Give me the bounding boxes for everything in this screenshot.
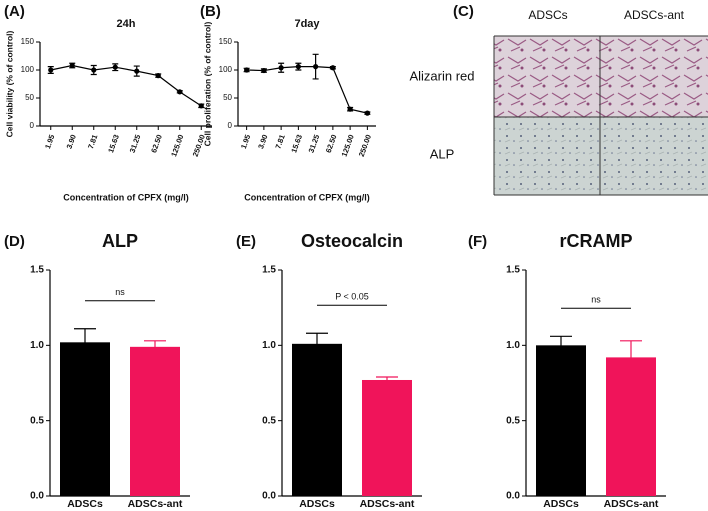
x-tick-label: 62.50 [324, 133, 339, 154]
x-tick-label: 1.95 [43, 133, 56, 150]
annotation: ns [115, 287, 125, 297]
x-tick-label: ADSCs-ant [360, 498, 415, 510]
x-axis-label: Concentration of CPFX (mg/l) [63, 192, 189, 202]
bar [362, 379, 412, 496]
point [347, 106, 353, 112]
y-axis-label: Cell proliferation (% of control) [202, 22, 212, 147]
x-tick-label: 31.25 [306, 133, 321, 154]
panel-label: (D) [4, 233, 25, 250]
x-tick-label: 15.63 [289, 133, 304, 154]
panel-label: (E) [236, 233, 256, 250]
x-tick-label: ADSCs [543, 498, 579, 510]
x-tick-label: ADSCs-ant [128, 498, 183, 510]
micrograph [494, 36, 600, 117]
annotation: ns [591, 295, 601, 305]
y-tick-label: 50 [25, 93, 34, 102]
point [91, 67, 97, 73]
bar [60, 342, 110, 496]
line [50, 64, 202, 107]
x-tick-label: 62.50 [149, 133, 164, 154]
point [313, 64, 319, 70]
error-bar [620, 340, 642, 375]
point [198, 103, 204, 109]
y-tick-label: 150 [219, 37, 233, 46]
line [246, 66, 368, 114]
panel-label: (F) [468, 233, 487, 250]
y-tick-label: 100 [21, 65, 35, 74]
x-tick-label: 15.63 [106, 133, 121, 154]
x-tick-label: 1.95 [239, 133, 252, 150]
x-tick-label: 7.81 [273, 133, 286, 150]
point [134, 68, 140, 74]
micrograph [600, 117, 708, 195]
x-tick-label: 125.00 [169, 133, 185, 158]
point [244, 67, 250, 73]
bar [292, 343, 342, 496]
y-tick-label: 0.0 [262, 491, 276, 502]
y-tick-label: 1.5 [506, 265, 520, 276]
bar [606, 357, 656, 496]
chart-title: rCRAMP [559, 231, 632, 251]
chart-title: Osteocalcin [301, 231, 403, 251]
point [364, 110, 370, 116]
point [295, 64, 301, 70]
y-tick-label: 0 [30, 121, 35, 130]
chart-title: 7day [294, 18, 320, 30]
error-bar [74, 328, 96, 357]
error-bar [376, 376, 398, 384]
x-tick-label: 125.00 [340, 133, 356, 158]
bar [536, 345, 586, 496]
row-label: ALP [430, 146, 455, 161]
x-tick-label: 31.25 [128, 133, 143, 154]
y-tick-label: 0.5 [30, 415, 44, 426]
error-bar [306, 332, 328, 355]
y-tick-label: 150 [21, 37, 35, 46]
y-axis-label: Cell viability (% of control) [4, 30, 14, 137]
micrograph [494, 117, 600, 195]
y-tick-label: 0 [228, 121, 233, 130]
point [155, 73, 161, 79]
point [112, 64, 118, 70]
point [278, 65, 284, 71]
error-bar [550, 335, 572, 355]
x-tick-label: 3.90 [256, 133, 269, 150]
x-tick-label: ADSCs [299, 498, 335, 510]
y-tick-label: 1.0 [30, 340, 44, 351]
error-bar [144, 340, 166, 354]
x-tick-label: ADSCs [67, 498, 103, 510]
chart-title: 24h [117, 18, 136, 30]
y-tick-label: 0.0 [30, 491, 44, 502]
row-label: Alizarin red [409, 68, 474, 83]
x-tick-label: 3.90 [65, 133, 78, 150]
chart-title: ALP [102, 231, 138, 251]
y-tick-label: 0.0 [506, 491, 520, 502]
panel-label: (B) [200, 3, 221, 20]
micrograph [600, 36, 708, 117]
y-tick-label: 1.5 [30, 265, 44, 276]
y-tick-label: 100 [219, 65, 233, 74]
grid-border [493, 35, 708, 196]
column-label: ADSCs [528, 8, 567, 22]
x-tick-label: ADSCs-ant [604, 498, 659, 510]
point [330, 65, 336, 71]
bar [130, 346, 180, 496]
y-tick-label: 0.5 [262, 415, 276, 426]
x-axis-label: Concentration of CPFX (mg/l) [244, 192, 370, 202]
column-label: ADSCs-ant [624, 8, 685, 22]
y-tick-label: 1.0 [262, 340, 276, 351]
y-tick-label: 0.5 [506, 415, 520, 426]
x-tick-label: 7.81 [86, 133, 99, 150]
point [48, 67, 54, 73]
point [261, 67, 267, 74]
point [69, 62, 75, 69]
annotation: P < 0.05 [335, 292, 369, 302]
panel-label: (C) [453, 3, 474, 20]
panel-label: (A) [4, 3, 25, 20]
y-tick-label: 1.5 [262, 265, 276, 276]
y-tick-label: 1.0 [506, 340, 520, 351]
x-tick-label: 250.00 [357, 133, 373, 158]
y-tick-label: 50 [223, 93, 232, 102]
point [177, 89, 183, 95]
